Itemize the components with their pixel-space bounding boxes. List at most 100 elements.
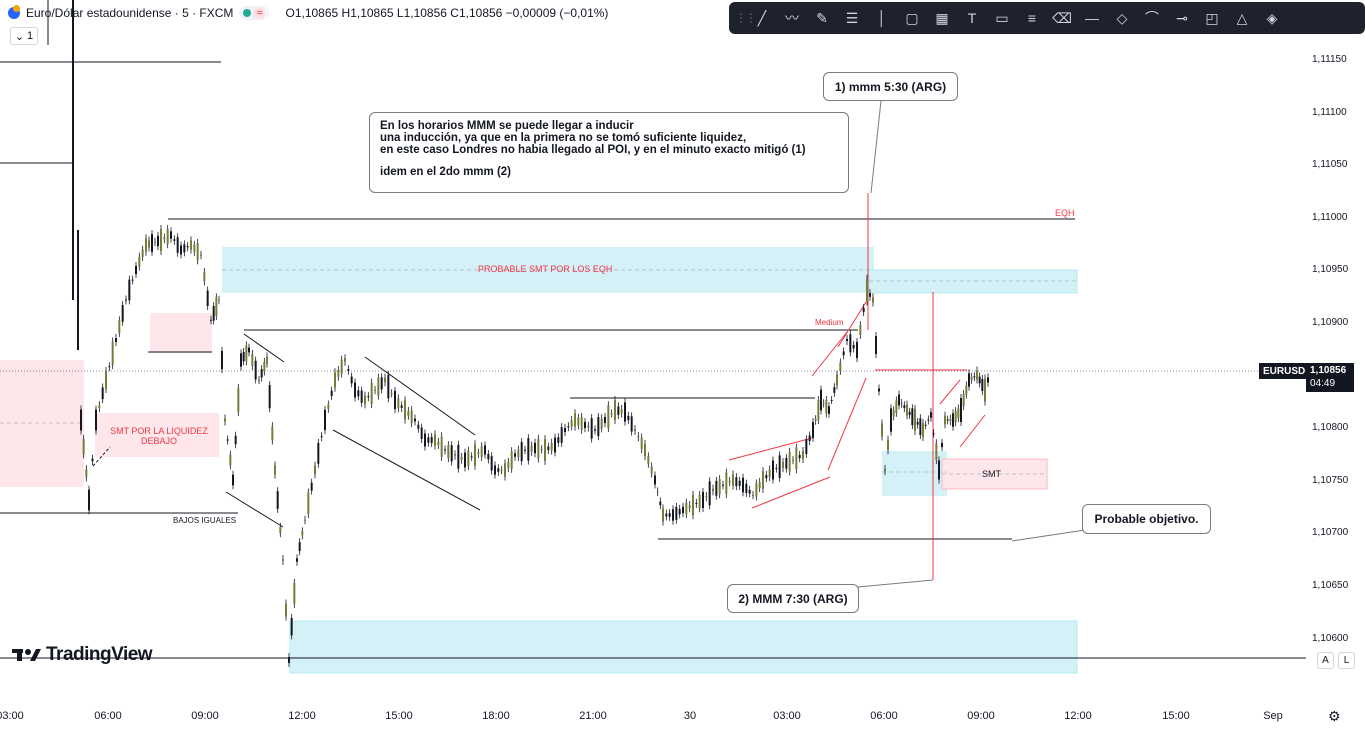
eqh-zone-right	[868, 269, 1078, 294]
diamond-icon[interactable]: ◇	[1116, 9, 1128, 26]
candle-body	[738, 480, 741, 486]
candle-body	[444, 449, 446, 451]
bottom-blue-zone	[289, 620, 1078, 674]
fill-icon[interactable]: ◈	[1266, 9, 1278, 26]
bar-countdown: 04:49	[1310, 378, 1336, 389]
price-axis[interactable]: 1,11150 1,11100 1,11050 1,11000 1,10950 1,109…	[1306, 35, 1365, 675]
ray-icon[interactable]: ⊸	[1176, 9, 1188, 26]
candle-body	[822, 403, 825, 405]
brush-icon[interactable]: ✎	[816, 9, 828, 26]
candle-body	[758, 481, 761, 489]
pink-zone-small	[150, 313, 212, 353]
candle-body	[906, 404, 908, 416]
indicators-toggle[interactable]: ⌄ 1	[10, 27, 38, 45]
path-icon[interactable]: 〰	[785, 10, 799, 26]
time-tick: 15:00	[1162, 710, 1190, 722]
candle-body	[698, 495, 701, 509]
candle-body	[862, 307, 865, 313]
eraser-icon[interactable]: ⌫	[1052, 9, 1072, 26]
time-tick: 09:00	[191, 710, 219, 722]
price-tick: 1,11100	[1312, 106, 1347, 118]
grid-icon[interactable]: ▦	[935, 9, 949, 26]
current-price-badge: 1,10856 04:49	[1306, 363, 1354, 392]
candle-body	[154, 241, 156, 243]
candle-body	[735, 477, 738, 487]
candle-body	[946, 419, 949, 421]
comment-icon[interactable]: ▭	[995, 9, 1009, 26]
candle-body	[290, 617, 293, 636]
smt-liquidity-line-2: DEBAJO	[140, 436, 177, 446]
text-icon[interactable]: T	[967, 10, 977, 26]
pattern-icon[interactable]: ≡	[1027, 10, 1037, 26]
candle-body	[600, 418, 603, 429]
candle-body	[728, 481, 731, 483]
candle-body	[121, 305, 124, 322]
medium-label: Medium	[815, 318, 844, 327]
candle-body	[898, 394, 900, 406]
candle-body	[268, 385, 271, 409]
candle-body	[307, 492, 310, 515]
current-price: 1,10856	[1310, 365, 1347, 376]
candle-body	[347, 369, 350, 371]
candle-body	[976, 370, 978, 380]
candle-body	[128, 279, 131, 301]
candle-body	[497, 468, 500, 472]
callout-target[interactable]: Probable objetivo.	[1082, 504, 1211, 534]
callout-icon[interactable]: ◰	[1205, 9, 1219, 26]
chart-canvas[interactable]	[0, 0, 1306, 700]
candle-body	[930, 412, 932, 418]
candle-body	[88, 489, 90, 511]
candle-body	[487, 453, 490, 460]
vertical-line-icon[interactable]: │	[877, 10, 887, 26]
triangle-icon[interactable]: △	[1236, 9, 1248, 26]
time-axis[interactable]: 03:00 06:00 09:00 12:00 15:00 18:00 21:00 30 03:…	[0, 700, 1306, 729]
symbol-logo-icon	[8, 5, 20, 19]
candle-body	[206, 290, 209, 307]
candle-body	[304, 519, 306, 521]
candle-body	[524, 449, 526, 451]
price-tick: 1,10750	[1312, 474, 1349, 486]
fib-icon[interactable]: ☰	[845, 9, 859, 26]
candle-body	[364, 395, 366, 405]
analysis-note[interactable]: En los horarios MMM se puede llegar a in…	[369, 112, 849, 193]
candle-body	[224, 418, 226, 422]
candle-body	[949, 418, 952, 422]
candle-body	[772, 460, 774, 480]
time-tick: 06:00	[94, 710, 122, 722]
candle-body	[577, 417, 580, 426]
candle-body	[817, 400, 820, 420]
candle-body	[768, 469, 771, 478]
rectangle-icon[interactable]: ▢	[905, 9, 919, 26]
curve-icon[interactable]: ⌒	[1145, 10, 1159, 26]
candle-body	[417, 424, 420, 429]
log-scale-button[interactable]: L	[1338, 652, 1355, 669]
candle-body	[490, 456, 493, 471]
candle-body	[420, 427, 423, 440]
gear-icon[interactable]: ⚙	[1328, 708, 1341, 724]
time-tick: 03:00	[773, 710, 801, 722]
candle-body	[344, 358, 346, 362]
candle-body	[248, 347, 250, 353]
smt-label: SMT	[982, 469, 1001, 479]
auto-scale-button[interactable]: A	[1317, 652, 1334, 669]
candle-body	[210, 319, 212, 321]
candle-body	[242, 352, 245, 362]
candle-body	[678, 508, 681, 515]
candle-body	[890, 408, 892, 432]
callout-mmm1[interactable]: 1) mmm 5:30 (ARG)	[823, 72, 958, 101]
candle-body	[692, 494, 694, 516]
candle-body	[659, 501, 662, 506]
candle-body	[814, 419, 817, 421]
trend-line-icon[interactable]: ╱	[757, 9, 767, 26]
callout-mmm2[interactable]: 2) MMM 7:30 (ARG)	[727, 584, 859, 613]
candle-body	[357, 390, 360, 397]
candle-body	[908, 411, 911, 415]
candle-body	[374, 389, 376, 391]
symbol-title[interactable]: Euro/Dólar estadounidense · 5 · FXCM	[26, 6, 234, 20]
candle-body	[916, 421, 919, 425]
candle-body	[550, 442, 553, 451]
horizontal-line-icon[interactable]: —	[1085, 10, 1099, 26]
market-status-pill[interactable]: ≈	[239, 6, 270, 20]
candle-body	[708, 481, 711, 506]
note-line-2: una inducción, ya que en la primera no s…	[380, 132, 747, 144]
